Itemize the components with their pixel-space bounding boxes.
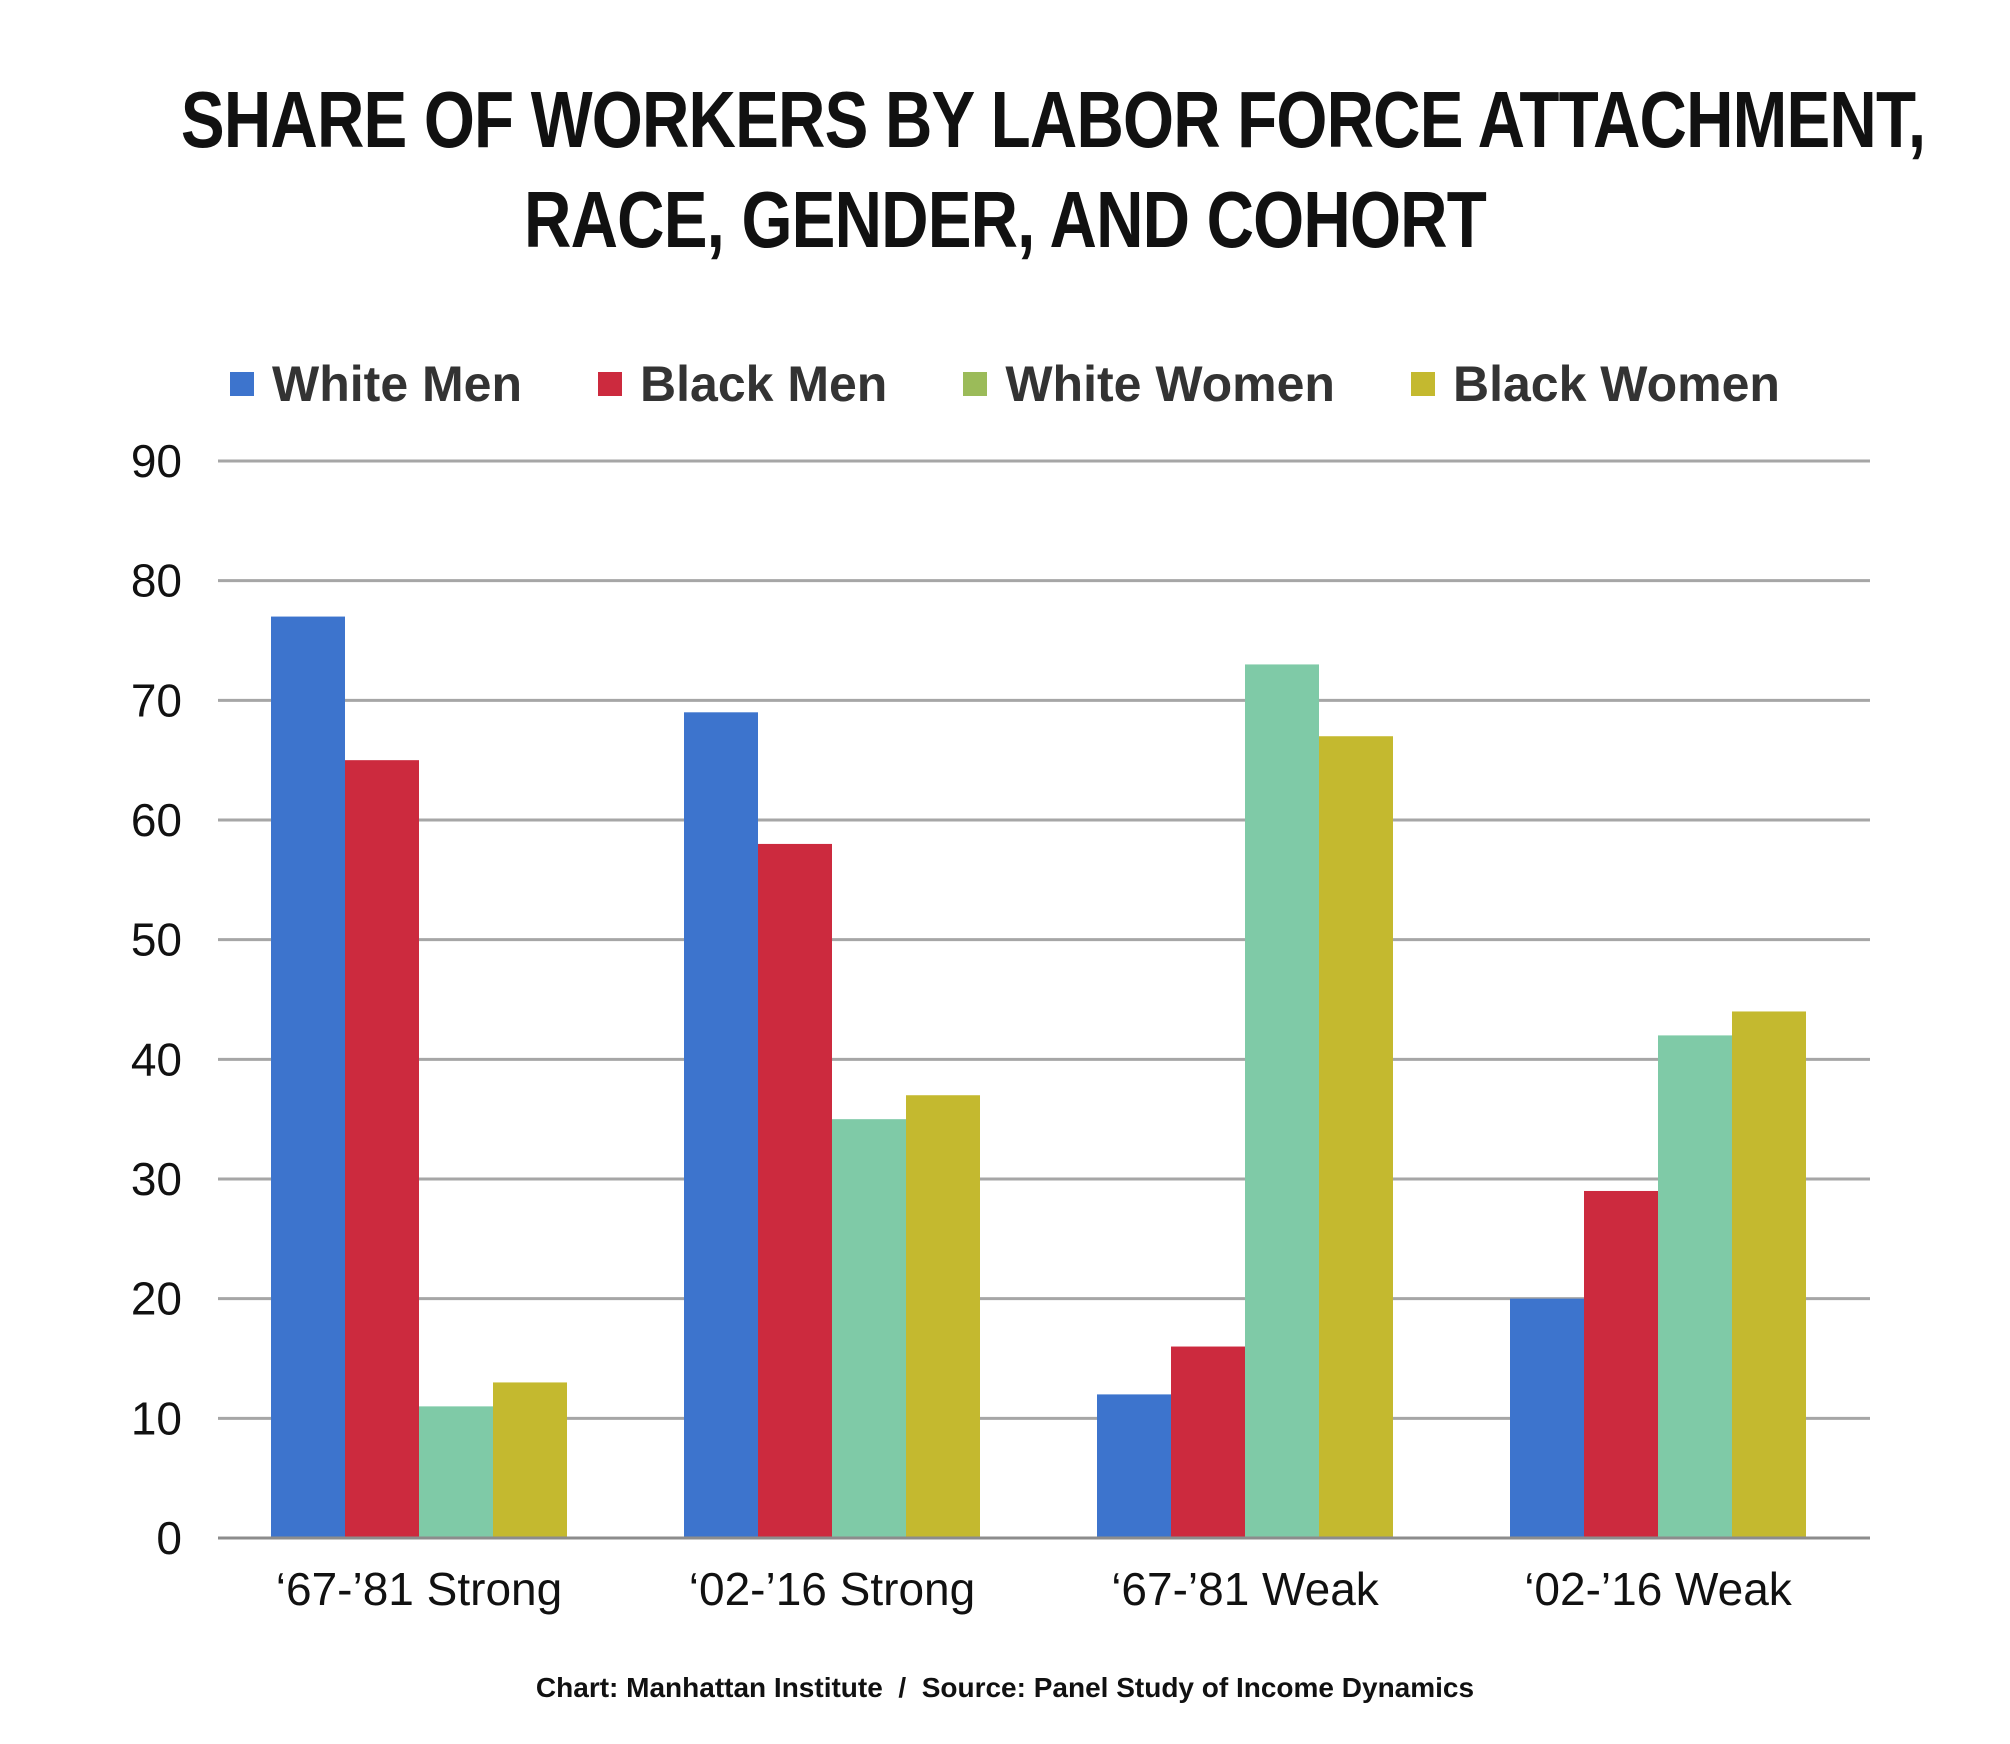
y-tick-label: 20 (131, 1273, 182, 1325)
bar (1319, 736, 1393, 1538)
y-tick-label: 10 (131, 1392, 182, 1444)
legend-swatch (598, 372, 623, 396)
y-tick-label: 70 (131, 674, 182, 726)
bar (345, 760, 419, 1538)
x-category-label: ‘67-’81 Strong (276, 1563, 562, 1615)
bar (1658, 1035, 1732, 1538)
x-category-label: ‘02-’16 Strong (689, 1563, 975, 1615)
y-tick-label: 30 (131, 1153, 182, 1205)
legend-label: Black Men (640, 356, 888, 412)
legend-swatch (230, 372, 255, 396)
y-tick-label: 80 (131, 555, 182, 607)
bar (493, 1382, 567, 1538)
chart-title: SHARE OF WORKERS BY LABOR FORCE ATTACHME… (180, 70, 1926, 270)
legend: White Men Black Men White Women Black Women (0, 355, 2010, 413)
y-tick-label: 40 (131, 1033, 182, 1085)
y-tick-label: 60 (131, 794, 182, 846)
bar (1584, 1190, 1658, 1538)
legend-label: White Women (1005, 356, 1335, 412)
y-tick-label: 50 (131, 914, 182, 966)
legend-item-3: White Women (963, 355, 1335, 413)
bar (1732, 1011, 1806, 1538)
bar (1510, 1298, 1584, 1538)
bar (419, 1406, 493, 1538)
bar (1245, 664, 1319, 1538)
legend-label: Black Women (1452, 356, 1780, 412)
legend-item-2: Black Men (598, 355, 887, 413)
bar (758, 843, 832, 1538)
y-tick-label: 0 (156, 1512, 182, 1564)
bar (271, 616, 345, 1538)
bar (684, 712, 758, 1538)
bar (1171, 1346, 1245, 1538)
bar (906, 1095, 980, 1538)
x-category-label: ‘02-’16 Weak (1524, 1563, 1793, 1615)
bar (1097, 1394, 1171, 1538)
legend-item-4: Black Women (1410, 355, 1780, 413)
legend-swatch (963, 372, 988, 396)
chart-title-line-2: RACE, GENDER, AND COHORT (524, 175, 1487, 264)
x-category-label: ‘67-’81 Weak (1111, 1563, 1380, 1615)
bar (832, 1119, 906, 1538)
source-credit: Chart: Manhattan Institute / Source: Pan… (535, 1672, 1475, 1703)
legend-item-1: White Men (230, 355, 522, 413)
legend-label: White Men (272, 356, 523, 412)
legend-swatch (1410, 372, 1435, 396)
chart-title-line-1: SHARE OF WORKERS BY LABOR FORCE ATTACHME… (180, 75, 1926, 164)
y-tick-label: 90 (131, 435, 182, 487)
